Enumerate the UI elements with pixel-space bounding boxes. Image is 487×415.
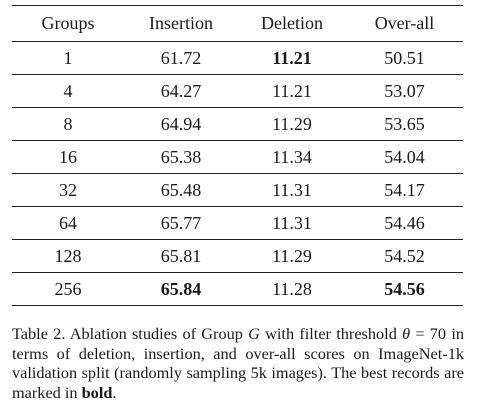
cell-deletion: 11.31 [272, 179, 312, 200]
cell-deletion: 11.29 [272, 245, 312, 266]
cell-deletion: 11.29 [272, 113, 312, 134]
cell-deletion: 11.21 [272, 47, 312, 68]
cell-insertion: 65.77 [160, 212, 202, 233]
results-table-container: Groups Insertion Deletion Over-all 1 61.… [12, 5, 463, 306]
cell-deletion: 11.31 [272, 212, 312, 233]
header-groups: Groups [41, 13, 95, 33]
table-row: 8 64.94 11.29 53.65 [12, 108, 463, 141]
cell-overall: 54.17 [384, 179, 425, 200]
cell-groups: 16 [59, 146, 77, 167]
caption-theta: θ [402, 324, 411, 343]
cell-overall: 50.51 [384, 47, 425, 68]
caption-mid: with filter threshold [259, 324, 403, 343]
cell-overall: 54.56 [384, 278, 425, 299]
cell-groups: 256 [54, 278, 82, 299]
cell-insertion: 64.27 [160, 80, 202, 101]
cell-overall: 54.46 [384, 212, 425, 233]
cell-insertion: 65.38 [160, 146, 202, 167]
caption-bold-word: bold [81, 382, 113, 402]
caption-prefix: Table 2. Ablation studies of Group [12, 324, 249, 343]
table-row: 64 65.77 11.31 54.46 [12, 207, 463, 240]
header-deletion: Deletion [261, 13, 323, 33]
table-header-row: Groups Insertion Deletion Over-all [12, 5, 463, 42]
header-insertion: Insertion [149, 13, 213, 33]
cell-overall: 54.52 [384, 245, 425, 266]
ablation-results-table: Groups Insertion Deletion Over-all 1 61.… [12, 5, 463, 306]
table-row: 128 65.81 11.29 54.52 [12, 240, 463, 273]
cell-deletion: 11.21 [272, 80, 312, 101]
table-row: 16 65.38 11.34 54.04 [12, 141, 463, 174]
cell-groups: 32 [59, 179, 77, 200]
cell-groups: 8 [63, 113, 73, 134]
caption-variable-g: G [248, 324, 260, 343]
header-overall: Over-all [374, 13, 435, 33]
cell-overall: 54.04 [384, 146, 425, 167]
cell-insertion: 65.84 [160, 278, 202, 299]
cell-groups: 64 [59, 212, 77, 233]
cell-insertion: 65.48 [160, 179, 202, 200]
table-row: 256 65.84 11.28 54.56 [12, 273, 463, 306]
table-caption: Table 2. Ablation studies of Group G wit… [12, 324, 464, 402]
cell-insertion: 64.94 [160, 113, 202, 134]
cell-deletion: 11.34 [272, 146, 312, 167]
cell-overall: 53.07 [384, 80, 425, 101]
cell-overall: 53.65 [384, 113, 425, 134]
caption-rest: in terms of deletion, insertion, and ove… [12, 324, 464, 402]
caption-end: . [112, 382, 117, 402]
caption-threshold-value: = 70 [410, 324, 447, 343]
cell-groups: 1 [63, 47, 73, 68]
table-row: 32 65.48 11.31 54.17 [12, 174, 463, 207]
cell-groups: 128 [54, 245, 82, 266]
cell-insertion: 65.81 [160, 245, 202, 266]
table-row: 4 64.27 11.21 53.07 [12, 75, 463, 108]
cell-deletion: 11.28 [272, 278, 312, 299]
table-row: 1 61.72 11.21 50.51 [12, 42, 463, 75]
cell-groups: 4 [63, 80, 73, 101]
cell-insertion: 61.72 [160, 47, 202, 68]
